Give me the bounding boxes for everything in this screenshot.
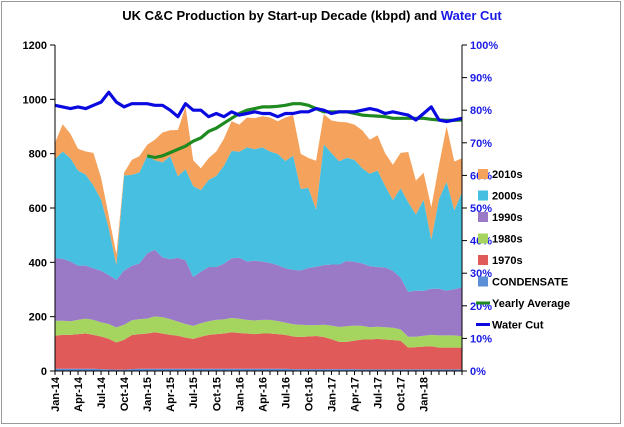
y-tick-label-right: 80%	[470, 105, 492, 117]
x-tick-label: Jul-16	[280, 377, 292, 409]
chart-axes: 0200400600800100012000%10%20%30%40%50%60…	[23, 40, 499, 412]
chart-title-main: UK C&C Production by Start-up Decade (kb…	[122, 8, 438, 23]
legend-item-2000s: 2000s	[478, 190, 523, 203]
legend-item-water-cut: Water Cut	[476, 320, 544, 332]
x-tick-label: Oct-14	[119, 376, 131, 411]
x-tick-label: Jan-14	[50, 376, 62, 412]
legend-item-1980s: 1980s	[478, 233, 523, 246]
legend-swatch-2000s	[478, 190, 488, 201]
area-2010s	[55, 106, 462, 266]
area-1990s	[55, 249, 462, 337]
legend-swatch-1990s	[478, 212, 488, 222]
legend-item-2010s: 2010s	[478, 169, 523, 181]
x-tick-label: Jan-17	[326, 377, 338, 412]
area-1980s	[55, 316, 462, 348]
x-tick-label: Oct-17	[396, 377, 408, 411]
legend-item-1990s: 1990s	[478, 212, 523, 224]
line-water-cut	[54, 90, 463, 124]
y-tick-label-right: 100%	[470, 40, 498, 52]
legend-item-yearly-average: Yearly Average	[476, 298, 570, 310]
x-tick-label: Jul-17	[373, 377, 385, 409]
y-tick-label-right: 90%	[470, 73, 492, 85]
legend-item-condensate: CONDENSATE	[478, 276, 568, 289]
y-tick-label-left: 800	[29, 149, 47, 161]
x-tick-label: Jul-14	[96, 376, 108, 409]
legend-label-1980s: 1980s	[492, 234, 523, 246]
legend-label-2010s: 2010s	[492, 169, 523, 181]
legend-swatch-2010s	[478, 169, 488, 179]
y-tick-label-left: 600	[29, 203, 47, 215]
y-tick-label-left: 0	[41, 366, 47, 378]
legend-label-1970s: 1970s	[492, 255, 523, 267]
legend-swatch-1980s	[478, 233, 488, 244]
x-tick-label: Jan-15	[142, 377, 154, 412]
y-tick-label-right: 10%	[470, 333, 492, 345]
y-tick-label-right: 0%	[470, 366, 486, 378]
x-tick-label: Apr-14	[73, 376, 85, 412]
x-tick-label: Apr-16	[257, 377, 269, 412]
legend-label-1990s: 1990s	[492, 212, 523, 224]
x-tick-label: Jul-15	[188, 377, 200, 409]
y-tick-label-left: 400	[29, 257, 47, 269]
area-2000s	[55, 144, 462, 292]
x-tick-label: Apr-15	[165, 377, 177, 412]
legend-label-2000s: 2000s	[492, 191, 523, 203]
legend-swatch-1970s	[478, 255, 488, 265]
x-tick-label: Jan-18	[419, 377, 431, 412]
legend-item-1970s: 1970s	[478, 255, 523, 267]
chart-title: UK C&C Production by Start-up Decade (kb…	[0, 8, 624, 23]
chart-title-water-cut: Water Cut	[440, 8, 502, 23]
stacked-areas	[55, 106, 462, 371]
legend-label-water-cut: Water Cut	[492, 320, 544, 332]
y-tick-label-left: 200	[29, 312, 47, 324]
legend-swatch-condensate	[478, 276, 488, 287]
y-tick-label-right: 70%	[470, 138, 492, 150]
x-tick-label: Oct-15	[211, 377, 223, 411]
line-yearly-average	[146, 102, 463, 160]
x-tick-label: Oct-16	[303, 377, 315, 411]
y-tick-label-left: 1200	[23, 40, 47, 52]
x-tick-label: Jan-16	[234, 377, 246, 412]
area-1970s	[55, 332, 462, 370]
area-condensate	[55, 368, 462, 371]
legend-label-yearly-average: Yearly Average	[492, 298, 570, 310]
legend: 2010s 2000s 1990s 1980s 1970s CONDENSATE Yearl…	[476, 169, 570, 332]
x-tick-label: Apr-17	[349, 377, 361, 412]
y-tick-label-left: 1000	[23, 94, 47, 106]
legend-label-condensate: CONDENSATE	[492, 277, 568, 289]
line-series	[54, 90, 463, 160]
